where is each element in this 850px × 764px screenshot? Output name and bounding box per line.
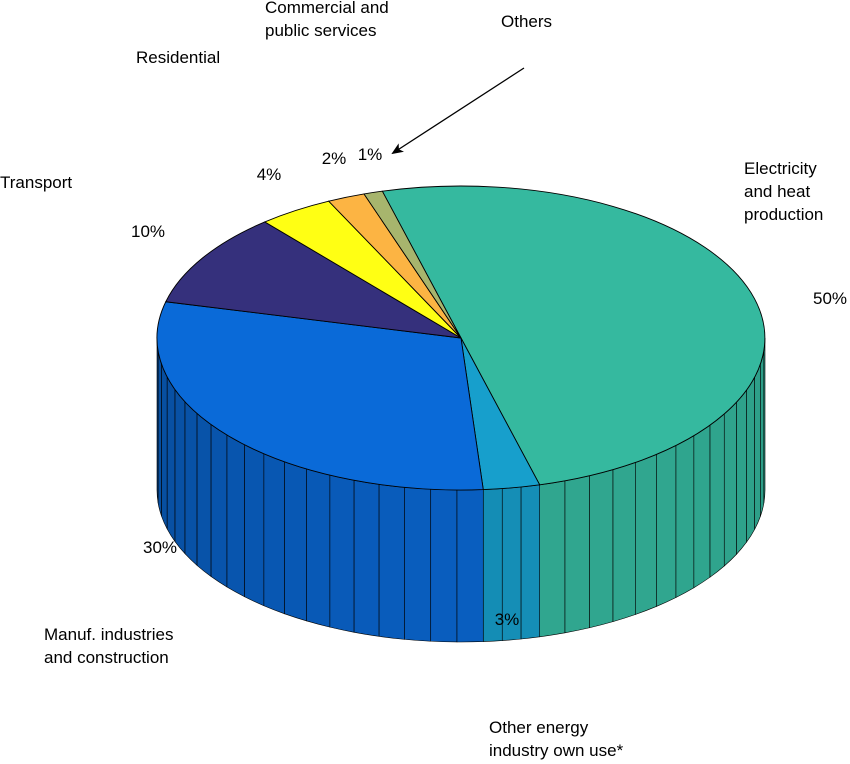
pie-wall-2: [157, 351, 162, 517]
pie-wall-2: [263, 453, 285, 615]
pie-wall-2: [244, 444, 265, 607]
pie-wall-0: [746, 377, 755, 543]
pie-wall-2: [306, 468, 331, 628]
pie-wall-0: [723, 401, 737, 567]
pie-wall-2: [456, 489, 484, 643]
slice-percent-label-4: 4%: [257, 165, 282, 184]
pie-wall-0: [656, 444, 677, 607]
pie-wall-2: [284, 461, 307, 622]
pie-wall-0: [736, 389, 747, 555]
slice-percent-label-2: 30%: [143, 538, 177, 557]
pie-side-walls: [156, 337, 766, 643]
pie-wall-2: [166, 376, 176, 543]
pie-slice-6: [363, 190, 462, 339]
slice-name-label-1-0: Other energy: [489, 718, 589, 737]
pie-slice-3: [165, 221, 462, 339]
slice-name-label-5-1: public services: [265, 21, 377, 40]
slice-name-label-0-2: production: [744, 205, 823, 224]
pie-wall-0: [754, 364, 761, 530]
pie-wall-0: [709, 413, 725, 578]
pie-wall-2: [226, 434, 245, 598]
slice-name-label-6-0: Others: [501, 12, 552, 31]
pie-top-surface: [156, 185, 766, 491]
pie-wall-0: [635, 453, 657, 615]
slice-percent-label-3: 10%: [131, 222, 165, 241]
pie-wall-0: [539, 480, 566, 638]
pie-wall-0: [675, 435, 695, 598]
pie-wall-2: [353, 479, 380, 637]
pie-wall-2: [329, 474, 355, 633]
pie-slice-2: [156, 301, 484, 491]
pie-wall-0: [760, 351, 765, 517]
pie-wall-2: [161, 364, 168, 530]
pie-wall-2: [378, 484, 405, 640]
pie-wall-2: [210, 423, 228, 588]
pie-wall-0: [693, 424, 711, 589]
slice-name-label-4-0: Residential: [136, 48, 220, 67]
pie-wall-0: [763, 337, 766, 504]
slice-name-label-2-1: and construction: [44, 648, 169, 667]
slice-percent-label-6: 1%: [358, 145, 383, 164]
pie-slice-0: [381, 185, 766, 486]
slice-name-label-1-1: industry own use*: [489, 741, 624, 760]
pie-wall-1: [520, 484, 540, 640]
slice-percent-label-0: 50%: [813, 289, 847, 308]
slice-name-label-2-0: Manuf. industries: [44, 625, 173, 644]
slice-name-label-3-0: Transport: [0, 173, 72, 192]
pie-wall-2: [404, 487, 432, 642]
slice-name-label-0-1: and heat: [744, 182, 810, 201]
pie-wall-2: [430, 488, 458, 643]
pie-wall-2: [196, 412, 212, 578]
pie-wall-2: [174, 388, 186, 555]
pie-wall-0: [589, 469, 614, 629]
pie-wall-0: [564, 475, 590, 634]
pie-wall-2: [184, 400, 198, 567]
slice-name-label-0-0: Electricity: [744, 159, 817, 178]
others-arrow: [391, 67, 525, 155]
slice-percent-label-5: 2%: [322, 149, 347, 168]
slice-percent-label-1: 3%: [495, 610, 520, 629]
pie-wall-0: [612, 462, 636, 623]
slice-name-label-5-0: Commercial and: [265, 0, 389, 17]
